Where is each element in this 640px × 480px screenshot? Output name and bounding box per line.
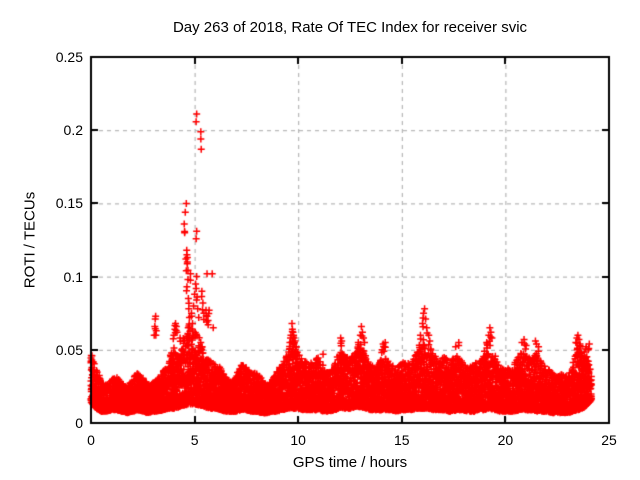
y-tick-label: 0.05 [55,341,83,358]
x-tick-label: 15 [394,432,410,448]
x-tick-label: 20 [497,432,514,448]
chart-title: Day 263 of 2018, Rate Of TEC Index for r… [172,19,528,36]
x-tick-label: 0 [87,432,95,448]
x-tick-label: 5 [190,432,199,448]
x-axis-label: GPS time / hours [292,454,408,471]
x-tick-label: 10 [290,432,306,448]
y-tick-label: 0.15 [55,195,83,212]
x-tick-label: 25 [601,432,617,448]
y-tick-label: 0.1 [63,268,83,285]
y-tick-label: 0 [75,415,83,431]
y-tick-label: 0.25 [55,49,83,65]
y-tick-label: 0.2 [63,122,83,139]
